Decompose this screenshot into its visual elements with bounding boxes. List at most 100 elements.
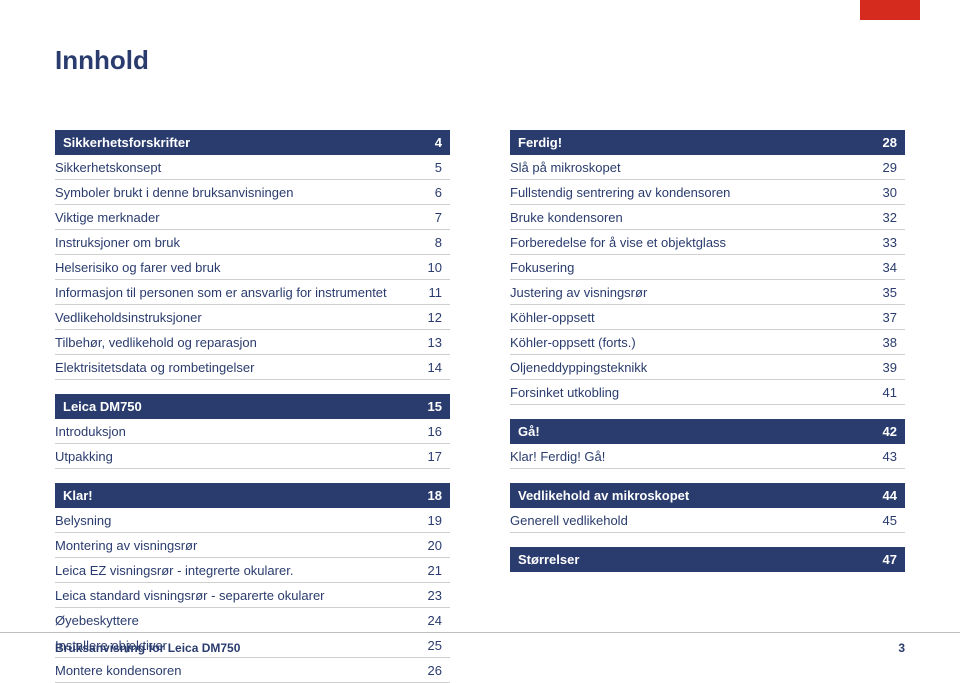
toc-entry-label: Justering av visningsrør [510, 285, 875, 300]
toc-entry-label: Leica EZ visningsrør - integrerte okular… [55, 563, 420, 578]
toc-entry-label: Forsinket utkobling [510, 385, 875, 400]
toc-entry-label: Belysning [55, 513, 420, 528]
toc-entry-label: Fullstendig sentrering av kondensoren [510, 185, 875, 200]
toc-section-title: Vedlikehold av mikroskopet [518, 488, 875, 503]
toc-entry-page: 37 [875, 310, 897, 325]
toc-entry-label: Viktige merknader [55, 210, 427, 225]
toc-group-gap [510, 469, 905, 483]
toc-entry[interactable]: Köhler-oppsett37 [510, 305, 905, 330]
toc-section-header[interactable]: Klar!18 [55, 483, 450, 508]
toc-entry[interactable]: Øyebeskyttere24 [55, 608, 450, 633]
toc-section-page: 47 [875, 552, 897, 567]
toc-entry[interactable]: Oljeneddyppingsteknikk39 [510, 355, 905, 380]
toc-entry[interactable]: Forsinket utkobling41 [510, 380, 905, 405]
toc-entry-page: 21 [420, 563, 442, 578]
toc-entry-page: 30 [875, 185, 897, 200]
toc-entry-label: Utpakking [55, 449, 420, 464]
toc-entry-page: 32 [875, 210, 897, 225]
toc-section-title: Leica DM750 [63, 399, 420, 414]
toc-entry[interactable]: Sikkerhetskonsept5 [55, 155, 450, 180]
toc-entry[interactable]: Fokusering34 [510, 255, 905, 280]
toc-entry-label: Elektrisitetsdata og rombetingelser [55, 360, 420, 375]
toc-section-page: 42 [875, 424, 897, 439]
toc-group-gap [510, 405, 905, 419]
toc-entry-page: 38 [875, 335, 897, 350]
toc-entry-label: Köhler-oppsett (forts.) [510, 335, 875, 350]
toc-entry[interactable]: Justering av visningsrør35 [510, 280, 905, 305]
toc-entry[interactable]: Montere kondensoren26 [55, 658, 450, 683]
toc-entry-label: Klar! Ferdig! Gå! [510, 449, 875, 464]
toc-entry-label: Montering av visningsrør [55, 538, 420, 553]
toc-entry-page: 29 [875, 160, 897, 175]
toc-entry[interactable]: Viktige merknader7 [55, 205, 450, 230]
toc-entry-page: 33 [875, 235, 897, 250]
toc-section-page: 44 [875, 488, 897, 503]
toc-entry[interactable]: Montering av visningsrør20 [55, 533, 450, 558]
toc-entry-page: 34 [875, 260, 897, 275]
toc-entry-page: 12 [420, 310, 442, 325]
toc-section-header[interactable]: Gå!42 [510, 419, 905, 444]
toc-section-page: 28 [875, 135, 897, 150]
toc-section-title: Størrelser [518, 552, 875, 567]
toc-entry[interactable]: Slå på mikroskopet29 [510, 155, 905, 180]
toc-section-title: Ferdig! [518, 135, 875, 150]
toc-entry-page: 17 [420, 449, 442, 464]
toc-section-page: 4 [427, 135, 442, 150]
toc-section-title: Klar! [63, 488, 420, 503]
toc-group-gap [55, 469, 450, 483]
toc-section-header[interactable]: Ferdig!28 [510, 130, 905, 155]
toc-entry-label: Generell vedlikehold [510, 513, 875, 528]
toc-entry[interactable]: Fullstendig sentrering av kondensoren30 [510, 180, 905, 205]
toc-entry[interactable]: Informasjon til personen som er ansvarli… [55, 280, 450, 305]
toc-entry[interactable]: Introduksjon16 [55, 419, 450, 444]
toc-entry[interactable]: Instruksjoner om bruk8 [55, 230, 450, 255]
toc-entry-page: 19 [420, 513, 442, 528]
toc-column-left: Sikkerhetsforskrifter4Sikkerhetskonsept5… [55, 130, 450, 683]
toc-entry[interactable]: Tilbehør, vedlikehold og reparasjon13 [55, 330, 450, 355]
corner-red-tab [860, 0, 920, 20]
toc-section-title: Sikkerhetsforskrifter [63, 135, 427, 150]
toc-section-header[interactable]: Sikkerhetsforskrifter4 [55, 130, 450, 155]
toc-entry[interactable]: Vedlikeholdsinstruksjoner12 [55, 305, 450, 330]
toc-entry-page: 20 [420, 538, 442, 553]
toc-entry[interactable]: Köhler-oppsett (forts.)38 [510, 330, 905, 355]
toc-entry-page: 13 [420, 335, 442, 350]
toc-entry[interactable]: Forberedelse for å vise et objektglass33 [510, 230, 905, 255]
toc-entry-page: 26 [420, 663, 442, 678]
toc-entry[interactable]: Bruke kondensoren32 [510, 205, 905, 230]
toc-entry[interactable]: Belysning19 [55, 508, 450, 533]
toc-entry[interactable]: Helserisiko og farer ved bruk10 [55, 255, 450, 280]
toc-entry-page: 35 [875, 285, 897, 300]
toc-entry-page: 5 [427, 160, 442, 175]
toc-section-header[interactable]: Størrelser47 [510, 547, 905, 572]
toc-entry-page: 16 [420, 424, 442, 439]
footer-page-number: 3 [898, 641, 905, 655]
toc-entry-page: 8 [427, 235, 442, 250]
toc-entry-page: 41 [875, 385, 897, 400]
toc-entry-label: Introduksjon [55, 424, 420, 439]
footer-doc-title: Bruksanvisning for Leica DM750 [55, 641, 240, 655]
toc-entry[interactable]: Elektrisitetsdata og rombetingelser14 [55, 355, 450, 380]
toc-section-header[interactable]: Leica DM75015 [55, 394, 450, 419]
toc-entry[interactable]: Generell vedlikehold45 [510, 508, 905, 533]
toc-entry-page: 6 [427, 185, 442, 200]
toc-entry[interactable]: Symboler brukt i denne bruksanvisningen6 [55, 180, 450, 205]
toc-entry-page: 43 [875, 449, 897, 464]
toc-entry-label: Slå på mikroskopet [510, 160, 875, 175]
toc-group-gap [55, 380, 450, 394]
toc-entry-page: 11 [421, 285, 443, 300]
toc-columns: Sikkerhetsforskrifter4Sikkerhetskonsept5… [55, 130, 905, 683]
toc-entry[interactable]: Leica standard visningsrør - separerte o… [55, 583, 450, 608]
toc-entry[interactable]: Klar! Ferdig! Gå!43 [510, 444, 905, 469]
toc-entry-page: 14 [420, 360, 442, 375]
toc-section-page: 18 [420, 488, 442, 503]
footer: Bruksanvisning for Leica DM750 3 [0, 632, 960, 655]
page-title: Innhold [55, 45, 149, 76]
toc-entry-label: Leica standard visningsrør - separerte o… [55, 588, 420, 603]
toc-section-title: Gå! [518, 424, 875, 439]
toc-section-header[interactable]: Vedlikehold av mikroskopet44 [510, 483, 905, 508]
toc-entry[interactable]: Utpakking17 [55, 444, 450, 469]
toc-entry-label: Bruke kondensoren [510, 210, 875, 225]
toc-entry-label: Instruksjoner om bruk [55, 235, 427, 250]
toc-entry[interactable]: Leica EZ visningsrør - integrerte okular… [55, 558, 450, 583]
